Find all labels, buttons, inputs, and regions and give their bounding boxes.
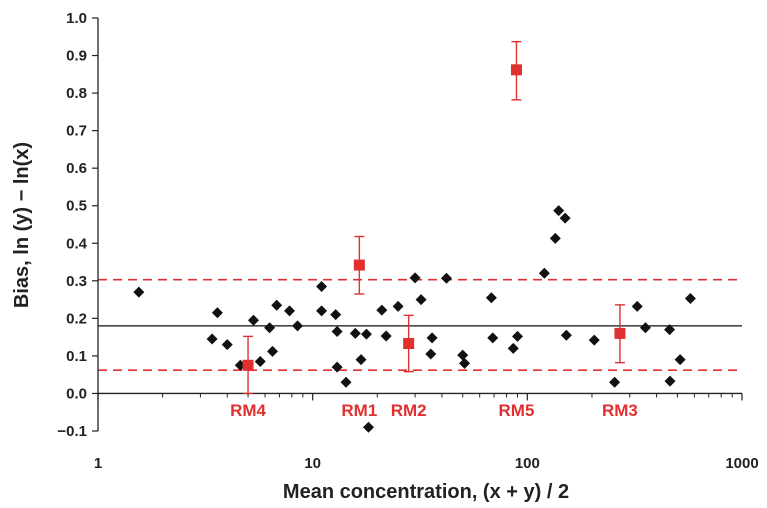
y-tick-label: 0.6	[66, 160, 87, 177]
sample-point	[331, 361, 343, 373]
reference-point	[510, 64, 522, 76]
y-tick-label: 0.0	[66, 385, 87, 402]
sample-point	[349, 327, 361, 339]
reference-point	[403, 338, 415, 350]
sample-point	[664, 324, 676, 336]
data-points	[133, 205, 696, 433]
sample-point	[331, 326, 343, 338]
rm-label: RM3	[602, 401, 638, 420]
sample-point	[609, 376, 621, 388]
y-tick-label: 1.0	[66, 10, 87, 27]
rm-label: RM2	[391, 401, 427, 420]
x-axis-ticks: 1 10 100 1000	[94, 393, 759, 472]
y-axis-title: Bias, ln (y) − ln(x)	[11, 142, 33, 308]
y-tick-label: 0.2	[66, 310, 87, 327]
sample-point	[426, 332, 438, 344]
sample-point	[507, 342, 519, 354]
sample-point	[271, 299, 283, 311]
sample-point	[684, 292, 696, 304]
sample-point	[674, 354, 686, 366]
y-tick-label: 0.3	[66, 273, 87, 290]
sample-point	[330, 309, 342, 321]
sample-point	[264, 322, 276, 334]
sample-point	[485, 292, 497, 304]
sample-point	[247, 314, 259, 326]
sample-point	[316, 305, 328, 317]
sample-point	[631, 300, 643, 312]
sample-point	[559, 212, 571, 224]
sample-point	[292, 320, 304, 332]
y-tick-label: 0.8	[66, 85, 87, 102]
sample-point	[376, 304, 388, 316]
reference-point	[614, 327, 626, 339]
sample-point	[459, 357, 471, 369]
sample-point	[664, 375, 676, 387]
reference-point	[242, 359, 254, 371]
reference-material-points	[242, 40, 626, 395]
y-tick-label: 0.5	[66, 198, 87, 215]
sample-point	[440, 272, 452, 284]
sample-point	[409, 272, 421, 284]
sample-point	[133, 286, 145, 298]
sample-point	[360, 328, 372, 340]
sample-point	[549, 232, 561, 244]
sample-point	[254, 356, 266, 368]
reference-material-labels: RM4 RM1 RM2 RM5 RM3	[230, 401, 638, 420]
sample-point	[206, 333, 218, 345]
sample-point	[362, 421, 374, 433]
x-tick-label: 100	[515, 455, 540, 472]
reference-lines	[98, 278, 742, 371]
sample-point	[316, 280, 328, 292]
x-axis-title: Mean concentration, (x + y) / 2	[283, 481, 569, 503]
y-tick-label: 0.1	[66, 348, 87, 365]
sample-point	[487, 332, 499, 344]
sample-point	[588, 334, 600, 346]
reference-point	[353, 259, 365, 271]
y-tick-label: 0.9	[66, 48, 87, 65]
rm-label: RM1	[341, 401, 377, 420]
y-tick-label: −0.1	[57, 423, 87, 440]
sample-point	[380, 330, 392, 342]
x-tick-label: 1	[94, 455, 102, 472]
sample-point	[284, 305, 296, 317]
sample-point	[425, 348, 437, 360]
sample-point	[560, 329, 572, 341]
sample-point	[355, 354, 367, 366]
y-axis-ticks: −0.1 0.0 0.1 0.2 0.3 0.4 0.5 0.6 0.7 0.8 0.9 1.0	[57, 10, 98, 440]
sample-point	[553, 205, 565, 217]
sample-point	[221, 339, 233, 351]
sample-point	[415, 294, 427, 306]
sample-point	[340, 376, 352, 388]
sample-point	[639, 322, 651, 334]
y-tick-label: 0.4	[66, 235, 88, 252]
rm-label: RM5	[499, 401, 535, 420]
sample-point	[457, 349, 469, 361]
axes	[97, 18, 742, 431]
x-tick-label: 10	[304, 455, 321, 472]
x-tick-label: 1000	[725, 455, 758, 472]
sample-point	[392, 300, 404, 312]
sample-point	[211, 307, 223, 319]
rm-label: RM4	[230, 401, 266, 420]
sample-point	[538, 267, 550, 279]
sample-point	[512, 330, 524, 342]
sample-point	[267, 345, 279, 357]
y-tick-label: 0.7	[66, 123, 87, 140]
